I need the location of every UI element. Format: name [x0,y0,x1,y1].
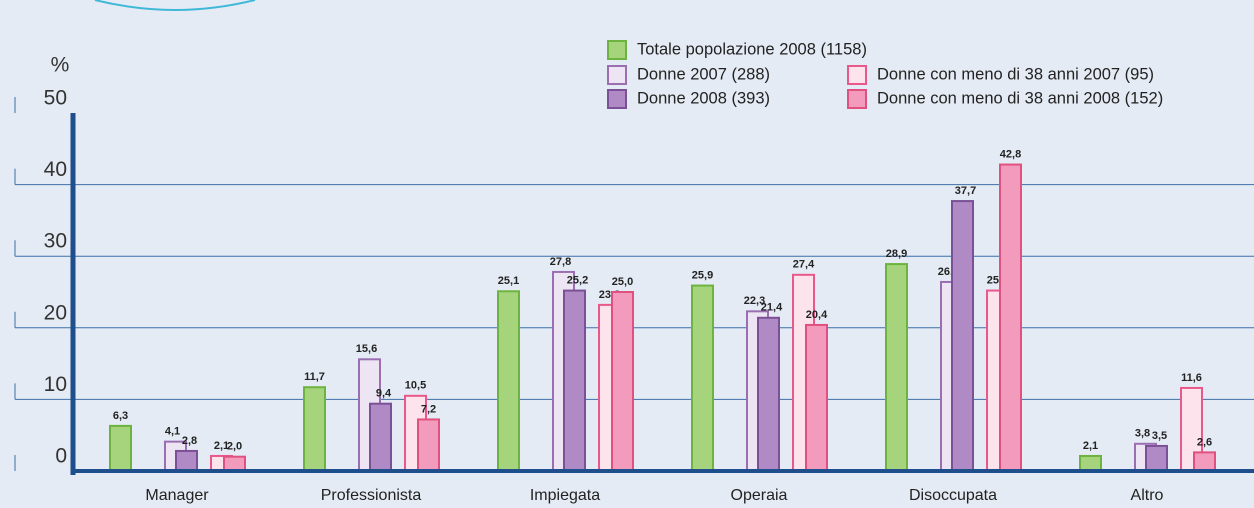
bar [369,402,392,473]
value-label: 10,5 [405,380,426,392]
value-label: 25,2 [567,274,588,286]
value-label: 25,9 [692,269,713,281]
value-label: 11,7 [304,371,325,383]
bar [223,455,246,472]
legend-label: Donne 2007 (288) [637,65,770,83]
bar [951,200,974,472]
bar [999,163,1022,472]
bar [109,424,132,472]
x-tick-label: Disoccupata [909,487,997,504]
value-label: 3,5 [1152,430,1167,442]
legend-swatch [847,65,867,85]
value-label: 9,4 [376,388,392,400]
bar [805,323,828,472]
bar [303,386,326,472]
value-label: 2,8 [182,435,197,447]
x-tick-label: Altro [1131,487,1164,504]
legend-swatch [847,89,867,109]
value-label: 2,6 [1197,436,1212,448]
x-tick-label: Professionista [321,487,422,504]
value-label: 27,4 [793,259,815,271]
bar [691,284,714,472]
legend-swatch [607,65,627,85]
value-label: 25,0 [612,276,633,288]
bar [175,449,198,472]
value-label: 37,7 [955,185,976,197]
value-label: 6,3 [113,410,128,422]
value-label: 7,2 [421,403,436,415]
bar [563,289,586,472]
value-label: 27,8 [550,256,571,268]
bar [1079,454,1102,472]
value-label: 42,8 [1000,148,1021,160]
legend-swatch [607,89,627,109]
y-tick-label: 40 [44,158,67,181]
bar [1193,451,1216,473]
value-label: 2,1 [1083,440,1098,452]
y-tick-label: 30 [44,230,67,253]
value-label: 2,0 [227,441,242,453]
bar [497,290,520,472]
legend-label: Donne 2008 (393) [637,89,770,107]
bar [885,263,908,472]
legend-label: Donne con meno di 38 anni 2008 (152) [877,89,1163,107]
legend-swatch [607,40,627,60]
value-label: 15,6 [356,343,377,355]
bar [757,316,780,472]
y-tick-label: 0 [55,445,67,468]
y-tick-label: 50 [44,87,67,110]
value-label: 4,1 [165,426,180,438]
value-label: 21,4 [761,302,783,314]
y-axis-label: % [51,54,70,77]
legend-label: Totale popolazione 2008 (1158) [637,40,867,58]
x-tick-label: Impiegata [530,487,600,504]
value-label: 2,1 [214,440,229,452]
bar [1145,444,1168,473]
bar [611,291,634,472]
y-tick-label: 10 [44,373,67,396]
y-tick-label: 20 [44,301,67,324]
legend-label: Donne con meno di 38 anni 2007 (95) [877,65,1154,83]
value-label: 20,4 [806,309,828,321]
bar [417,418,440,472]
x-tick-label: Operaia [731,487,788,504]
value-label: 11,6 [1181,372,1202,384]
x-tick-label: Manager [145,487,209,504]
value-label: 25,1 [498,275,519,287]
decoration [94,0,256,11]
value-label: 28,9 [886,248,907,260]
value-label: 3,8 [1135,428,1150,440]
value-label: 22,3 [744,295,765,307]
